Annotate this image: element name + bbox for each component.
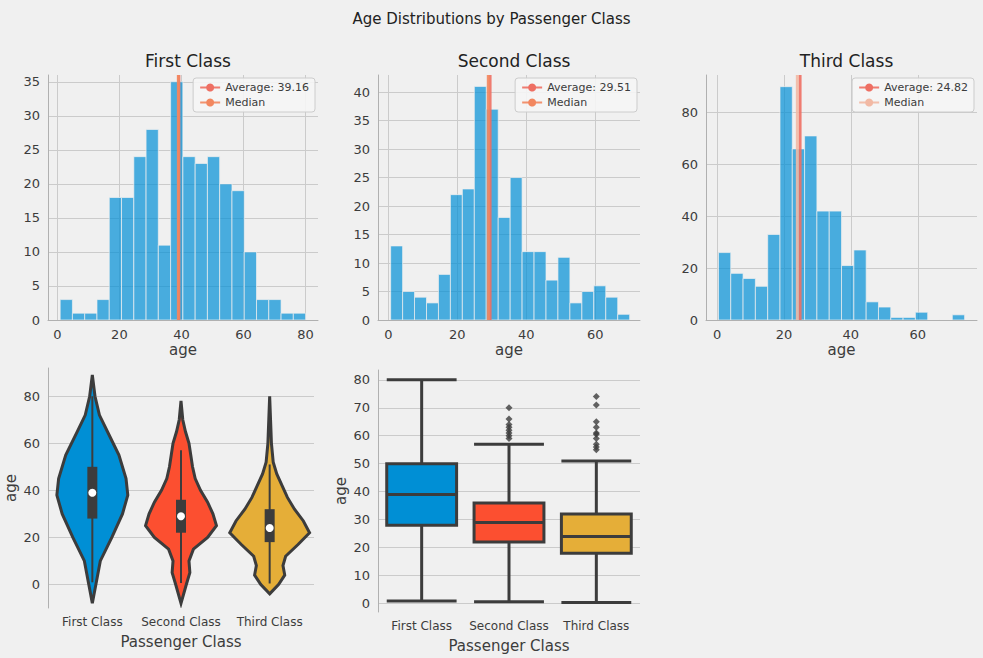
svg-text:Average: 39.16: Average: 39.16 bbox=[225, 81, 309, 94]
svg-text:40: 40 bbox=[173, 327, 190, 342]
svg-text:0: 0 bbox=[32, 577, 40, 592]
svg-text:60: 60 bbox=[910, 327, 927, 342]
svg-text:40: 40 bbox=[518, 327, 535, 342]
svg-text:15: 15 bbox=[353, 227, 370, 242]
svg-text:40: 40 bbox=[843, 327, 860, 342]
svg-text:First Class: First Class bbox=[62, 615, 123, 629]
svg-text:20: 20 bbox=[23, 530, 40, 545]
svg-text:70: 70 bbox=[353, 400, 370, 415]
svg-text:20: 20 bbox=[681, 261, 698, 276]
svg-text:20: 20 bbox=[776, 327, 793, 342]
svg-text:40: 40 bbox=[681, 209, 698, 224]
svg-text:0: 0 bbox=[713, 327, 721, 342]
svg-text:25: 25 bbox=[353, 170, 370, 185]
svg-text:Median: Median bbox=[884, 96, 924, 109]
svg-text:5: 5 bbox=[362, 284, 370, 299]
svg-text:40: 40 bbox=[23, 483, 40, 498]
svg-text:80: 80 bbox=[681, 105, 698, 120]
svg-text:age: age bbox=[169, 341, 197, 359]
svg-text:20: 20 bbox=[353, 199, 370, 214]
svg-text:10: 10 bbox=[353, 568, 370, 583]
svg-text:30: 30 bbox=[353, 142, 370, 157]
svg-text:First Class: First Class bbox=[145, 51, 231, 71]
svg-text:Third Class: Third Class bbox=[562, 619, 629, 633]
svg-text:age: age bbox=[332, 477, 350, 505]
svg-text:30: 30 bbox=[353, 512, 370, 527]
svg-text:20: 20 bbox=[111, 327, 128, 342]
svg-text:80: 80 bbox=[297, 327, 314, 342]
svg-text:Passenger Class: Passenger Class bbox=[448, 637, 569, 655]
svg-text:5: 5 bbox=[32, 278, 40, 293]
svg-text:Second Class: Second Class bbox=[141, 615, 221, 629]
svg-text:40: 40 bbox=[353, 484, 370, 499]
svg-text:0: 0 bbox=[362, 596, 370, 611]
svg-text:Third Class: Third Class bbox=[799, 51, 894, 71]
svg-text:0: 0 bbox=[690, 313, 698, 328]
svg-text:Third Class: Third Class bbox=[236, 615, 303, 629]
svg-text:60: 60 bbox=[235, 327, 252, 342]
svg-text:0: 0 bbox=[53, 327, 61, 342]
svg-text:20: 20 bbox=[449, 327, 466, 342]
svg-text:20: 20 bbox=[23, 176, 40, 191]
svg-text:35: 35 bbox=[23, 74, 40, 89]
svg-text:Median: Median bbox=[225, 96, 265, 109]
svg-text:60: 60 bbox=[353, 428, 370, 443]
svg-text:0: 0 bbox=[32, 313, 40, 328]
svg-text:50: 50 bbox=[353, 456, 370, 471]
svg-text:60: 60 bbox=[23, 436, 40, 451]
svg-text:age: age bbox=[495, 341, 523, 359]
svg-text:age: age bbox=[2, 474, 20, 502]
svg-text:80: 80 bbox=[353, 372, 370, 387]
svg-text:Second Class: Second Class bbox=[458, 51, 571, 71]
svg-text:Age Distributions by Passenger: Age Distributions by Passenger Class bbox=[352, 10, 630, 28]
svg-text:30: 30 bbox=[23, 108, 40, 123]
svg-text:15: 15 bbox=[23, 210, 40, 225]
svg-text:First Class: First Class bbox=[391, 619, 452, 633]
svg-text:Passenger Class: Passenger Class bbox=[120, 633, 241, 651]
svg-text:10: 10 bbox=[353, 256, 370, 271]
svg-text:35: 35 bbox=[353, 113, 370, 128]
svg-text:Second Class: Second Class bbox=[469, 619, 549, 633]
svg-text:age: age bbox=[828, 341, 856, 359]
svg-text:0: 0 bbox=[362, 313, 370, 328]
svg-text:Median: Median bbox=[547, 96, 587, 109]
svg-text:Average: 29.51: Average: 29.51 bbox=[547, 81, 631, 94]
svg-text:60: 60 bbox=[587, 327, 604, 342]
svg-text:0: 0 bbox=[384, 327, 392, 342]
svg-text:Average: 24.82: Average: 24.82 bbox=[884, 81, 968, 94]
svg-text:40: 40 bbox=[353, 85, 370, 100]
svg-text:80: 80 bbox=[23, 389, 40, 404]
svg-text:20: 20 bbox=[353, 540, 370, 555]
svg-text:60: 60 bbox=[681, 157, 698, 172]
svg-text:25: 25 bbox=[23, 142, 40, 157]
svg-text:10: 10 bbox=[23, 244, 40, 259]
